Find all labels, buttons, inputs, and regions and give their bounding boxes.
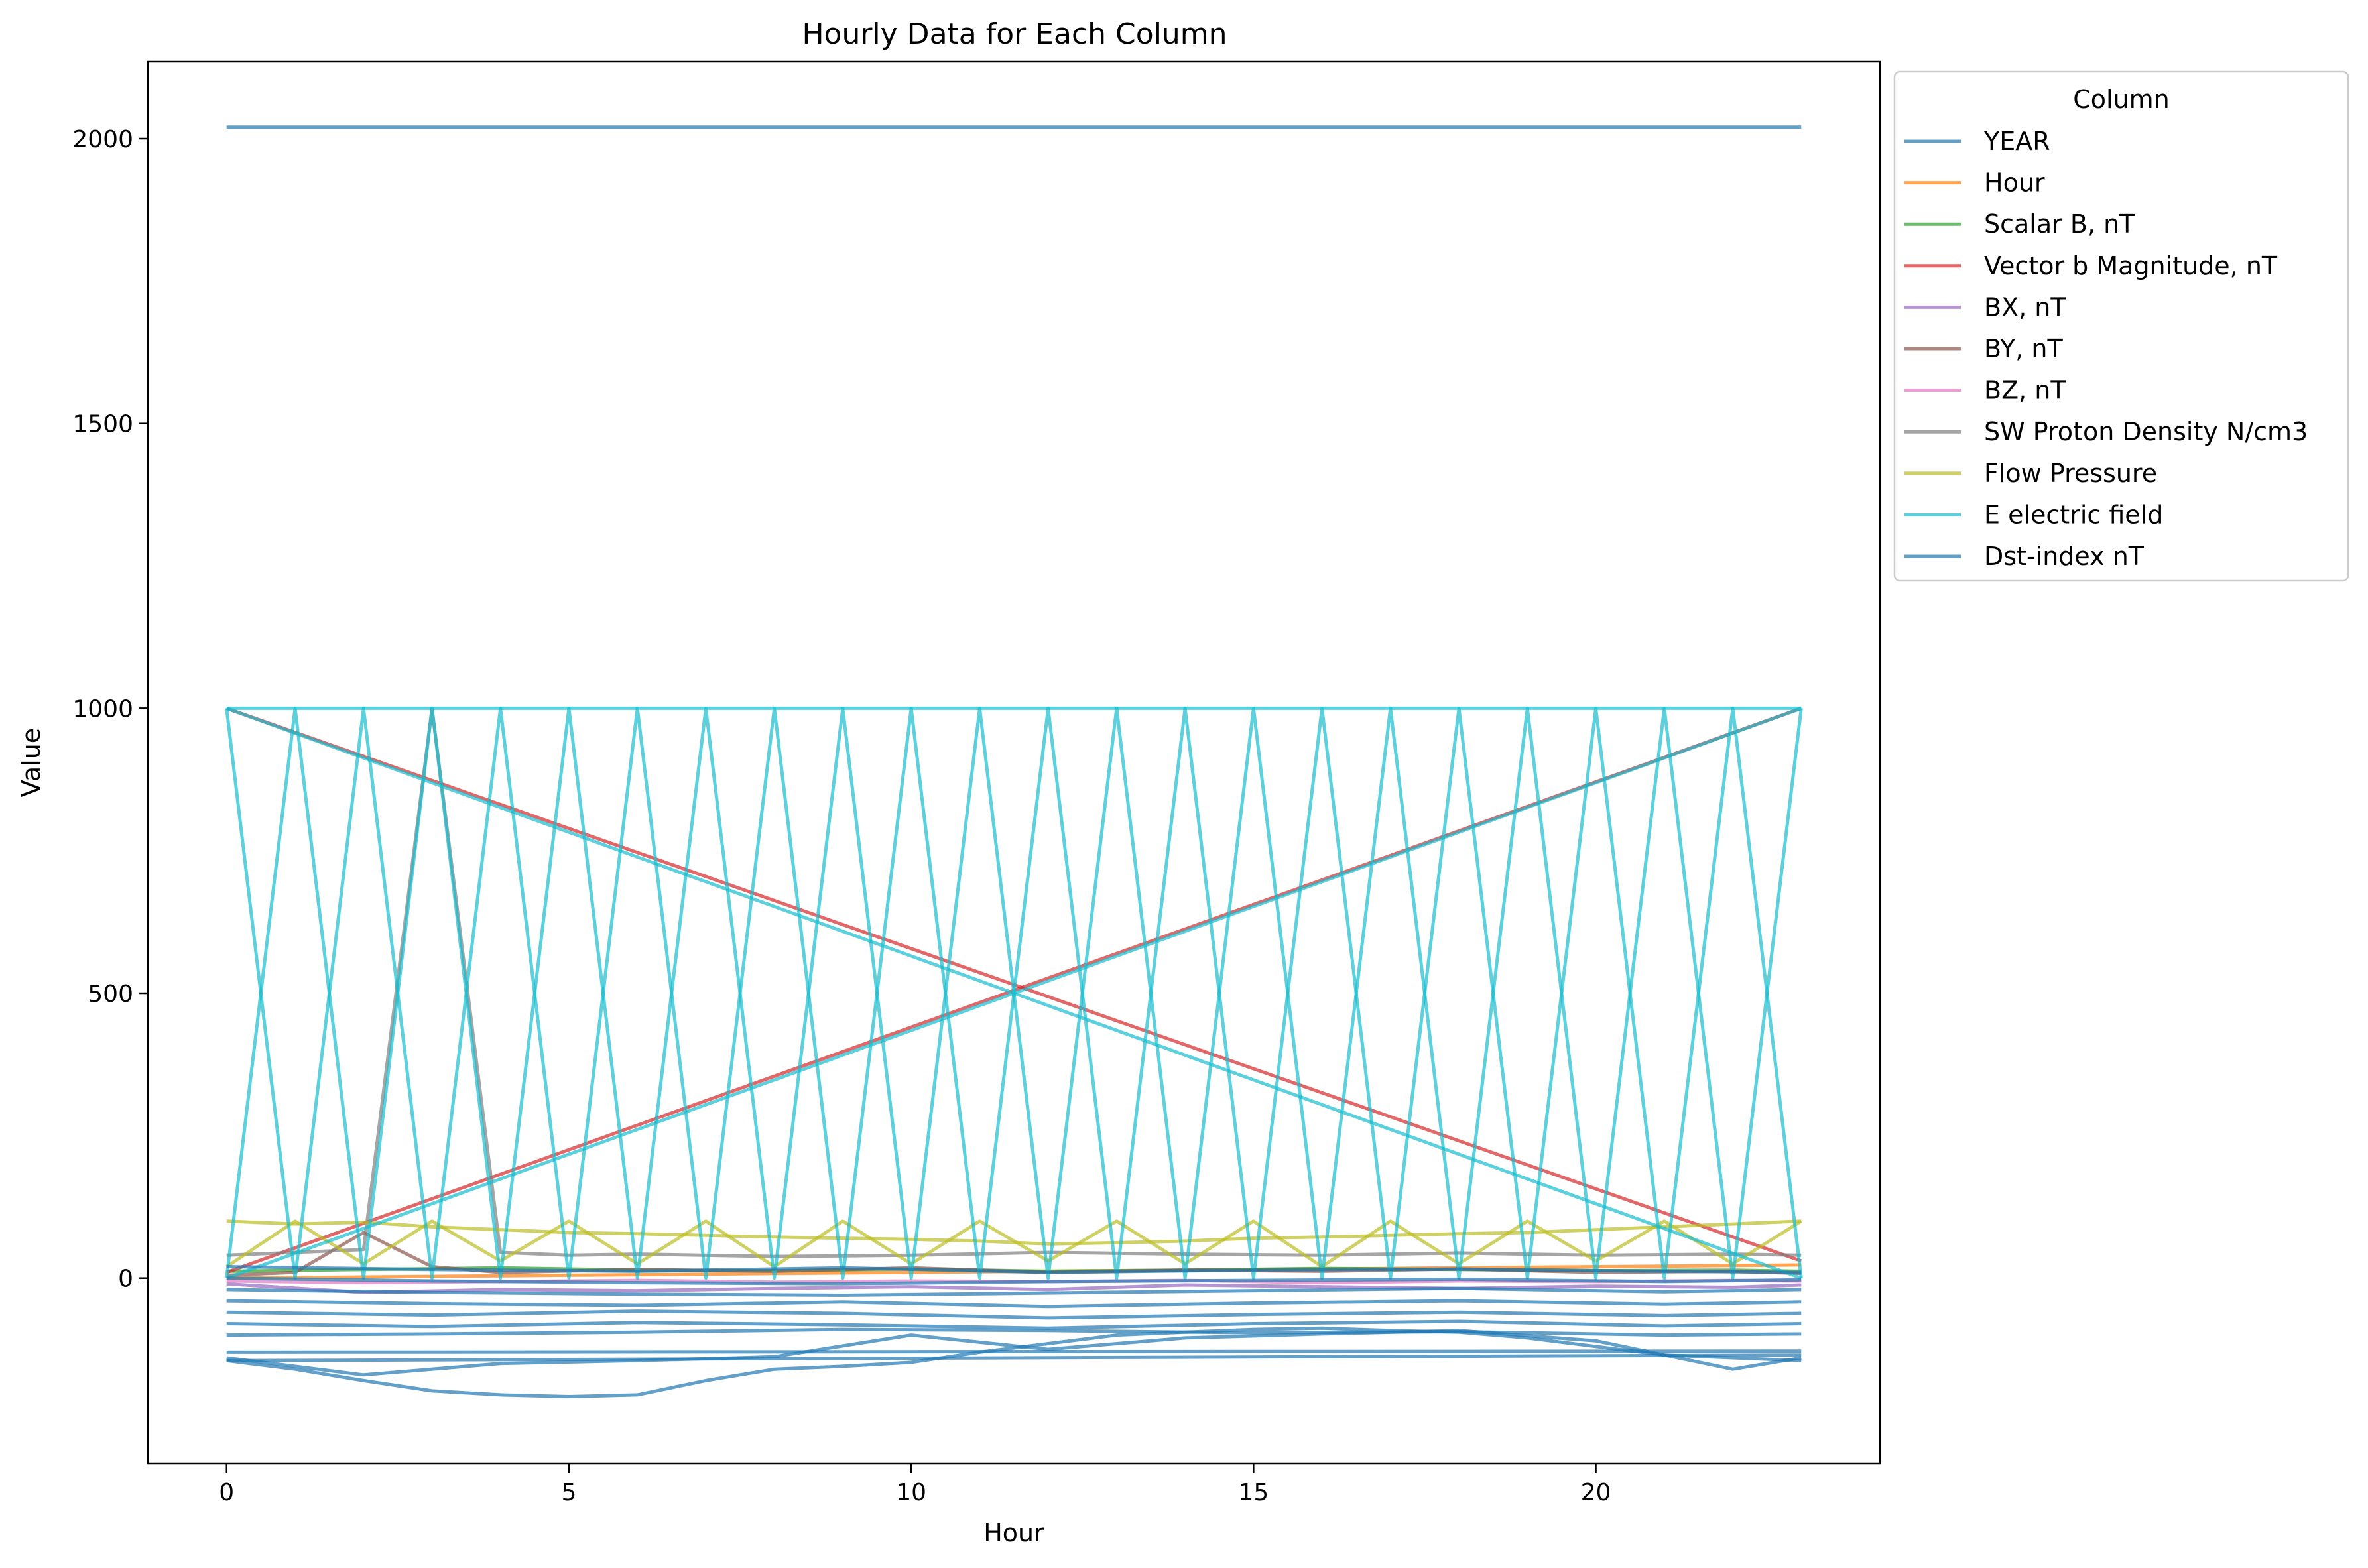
- legend-label-10: Dst-index nT: [1984, 542, 2145, 571]
- legend-entries: YEAR Hour Scalar B, nT Vector b Magnitude, …: [1904, 127, 2308, 571]
- y-tick-label-0: 0: [118, 1266, 133, 1293]
- series-line-5: [226, 1282, 1802, 1294]
- x-tick-label-1: 5: [561, 1479, 576, 1506]
- series-line-24: [226, 1286, 1802, 1297]
- series-layer: [225, 125, 1803, 1398]
- series-line-10: [225, 1219, 1802, 1268]
- legend-label-7: SW Proton Density N/cm3: [1984, 417, 2308, 446]
- x-tick-label-3: 15: [1238, 1479, 1269, 1506]
- x-tick-label-2: 10: [896, 1479, 926, 1506]
- legend: Column YEAR Hour Scalar B, nT Vector b Magn…: [1893, 70, 2349, 582]
- series-line-18: [226, 1353, 1802, 1362]
- series-line-15: [225, 706, 1803, 1280]
- y-tick-label-4: 2000: [72, 126, 133, 153]
- legend-title: Column: [2073, 85, 2170, 114]
- series-line-22: [226, 1309, 1802, 1320]
- legend-label-6: BZ, nT: [1984, 376, 2066, 405]
- x-tick-label-4: 20: [1581, 1479, 1611, 1506]
- legend-label-8: Flow Pressure: [1984, 459, 2157, 488]
- series-line-8: [226, 706, 1802, 1258]
- legend-label-5: BY, nT: [1984, 334, 2063, 363]
- legend-label-9: E electric field: [1984, 500, 2163, 529]
- x-axis-ticks: 0 5 10 15 20: [219, 1463, 1611, 1506]
- plot-area: [147, 60, 1881, 1465]
- series-line-20: [226, 1327, 1802, 1337]
- y-tick-label-2: 1000: [72, 695, 133, 723]
- y-axis-ticks: 0 500 1000 1500 2000: [72, 126, 148, 1293]
- legend-label-4: BX, nT: [1984, 292, 2066, 322]
- series-line-16: [226, 1326, 1802, 1398]
- legend-label-3: Vector b Magnitude, nT: [1984, 251, 2278, 280]
- x-tick-label-0: 0: [219, 1479, 234, 1506]
- series-line-26: [226, 1265, 1802, 1274]
- y-tick-label-1: 500: [88, 981, 133, 1008]
- series-line-19: [226, 1349, 1802, 1354]
- legend-label-1: Hour: [1984, 168, 2045, 198]
- chart-title: Hourly Data for Each Column: [802, 17, 1227, 51]
- y-axis-label: Value: [17, 728, 46, 797]
- series-line-21: [226, 1319, 1802, 1330]
- series-line-25: [226, 1276, 1802, 1286]
- series-line-23: [226, 1299, 1802, 1309]
- legend-label-2: Scalar B, nT: [1984, 210, 2135, 239]
- x-axis-label: Hour: [983, 1518, 1044, 1547]
- legend-label-0: YEAR: [1983, 127, 2050, 156]
- series-line-17: [226, 1329, 1802, 1377]
- plot-frame: [147, 60, 1881, 1465]
- y-tick-label-3: 1500: [72, 411, 133, 438]
- legend-box: [1893, 70, 2349, 582]
